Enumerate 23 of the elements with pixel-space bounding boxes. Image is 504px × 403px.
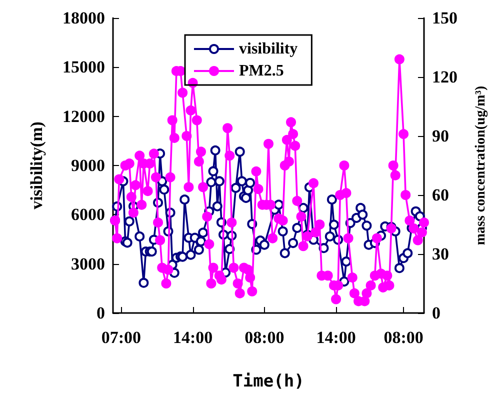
- y-tick-label: 0: [96, 304, 105, 322]
- y2-tick-label: 90: [432, 126, 449, 146]
- y2-axis-title: mass concentration(ug/m³): [474, 85, 488, 246]
- y-tick-label: 15000: [62, 58, 105, 77]
- y-tick-label: 6000: [71, 205, 105, 224]
- y2-tick-label: 30: [432, 244, 449, 264]
- x-tick-label: 08:00: [244, 328, 284, 347]
- y2-tick-label: 120: [432, 68, 458, 86]
- y-axis-title: visibility(m): [27, 122, 46, 210]
- y-tick-label: 3000: [71, 254, 105, 274]
- x-tick-label: 07:00: [101, 328, 142, 347]
- legend-label: PM2.5: [239, 62, 284, 80]
- y-tick-label: 9000: [71, 156, 105, 175]
- y2-tick-label: 150: [432, 8, 458, 28]
- x-tick-label: 14:00: [316, 328, 356, 347]
- y-tick-label: 18000: [62, 8, 105, 28]
- legend-label: visibility: [239, 40, 298, 58]
- y2-tick-label: 0: [432, 304, 440, 322]
- x-axis-title: Time(h): [232, 372, 304, 392]
- x-tick-label: 14:00: [172, 328, 213, 347]
- y2-tick-label: 60: [432, 186, 449, 204]
- y-tick-label: 12000: [62, 106, 105, 126]
- x-tick-label: 08:00: [384, 328, 424, 347]
